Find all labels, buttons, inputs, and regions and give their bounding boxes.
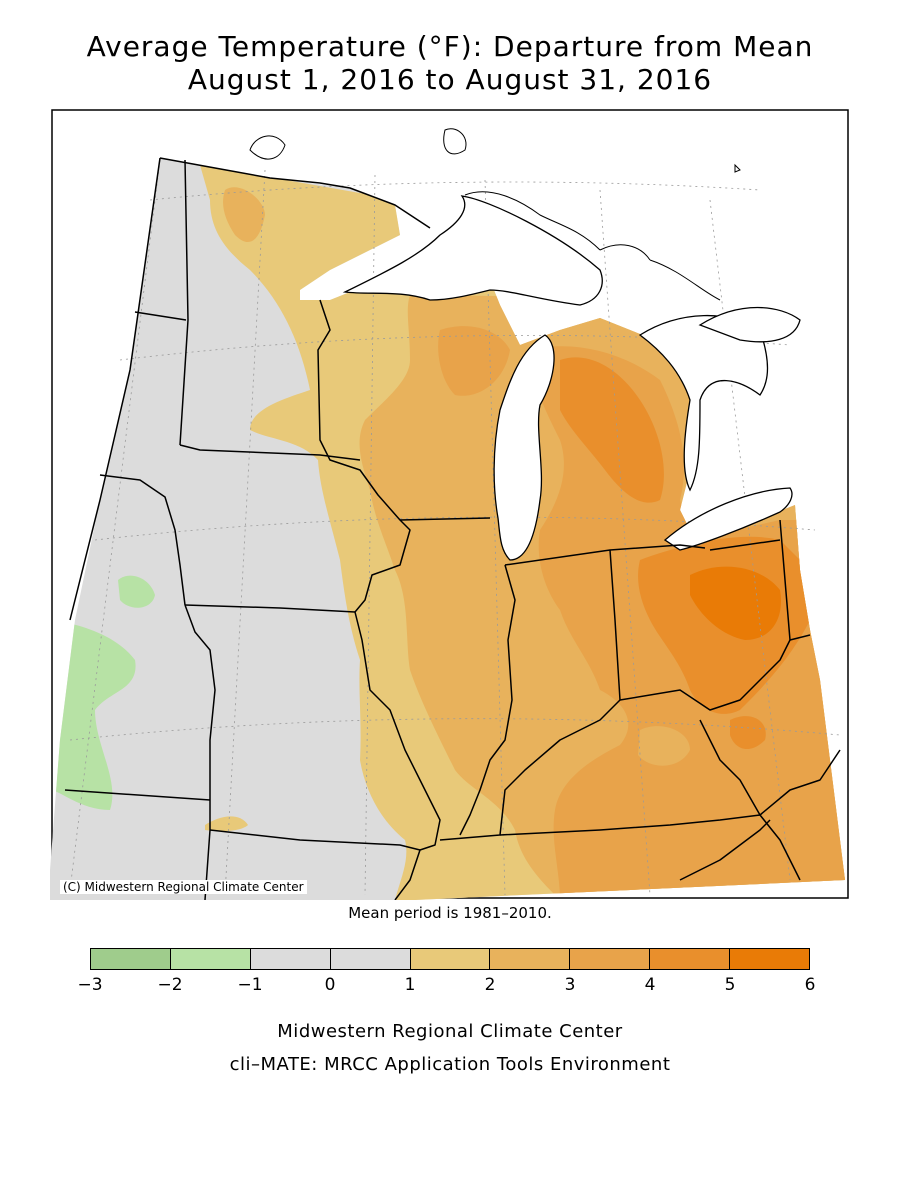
mean-period-note: Mean period is 1981–2010. xyxy=(348,904,552,922)
credit-line-2: cli–MATE: MRCC Application Tools Environ… xyxy=(229,1054,671,1075)
legend-tick-label: 6 xyxy=(804,975,816,995)
map-title: Average Temperature (°F): Departure from… xyxy=(86,30,814,63)
map-date-range: August 1, 2016 to August 31, 2016 xyxy=(187,63,713,96)
credit-line-1: Midwestern Regional Climate Center xyxy=(277,1021,623,1042)
legend-tick-label: 3 xyxy=(564,975,576,995)
legend-tick-label: 1 xyxy=(404,975,416,995)
legend-tick-label: −1 xyxy=(237,975,263,995)
copyright-label: (C) Midwestern Regional Climate Center xyxy=(60,880,307,894)
legend-swatch xyxy=(649,949,730,969)
legend-tick-label: 2 xyxy=(484,975,496,995)
legend-swatch xyxy=(489,949,570,969)
legend-tick-label: 4 xyxy=(644,975,656,995)
legend-swatch xyxy=(729,949,810,969)
legend-tick-label: −2 xyxy=(157,975,183,995)
temperature-departure-map xyxy=(50,109,849,900)
legend-tick-label: −3 xyxy=(77,975,103,995)
legend-swatch xyxy=(91,949,170,969)
color-legend xyxy=(90,948,810,970)
legend-swatch xyxy=(169,949,250,969)
legend-swatch xyxy=(569,949,650,969)
legend-swatch xyxy=(409,949,490,969)
legend-tick-label: 5 xyxy=(724,975,736,995)
legend-tick-label: 0 xyxy=(324,975,336,995)
legend-swatch xyxy=(249,949,330,969)
legend-swatch xyxy=(329,949,410,969)
